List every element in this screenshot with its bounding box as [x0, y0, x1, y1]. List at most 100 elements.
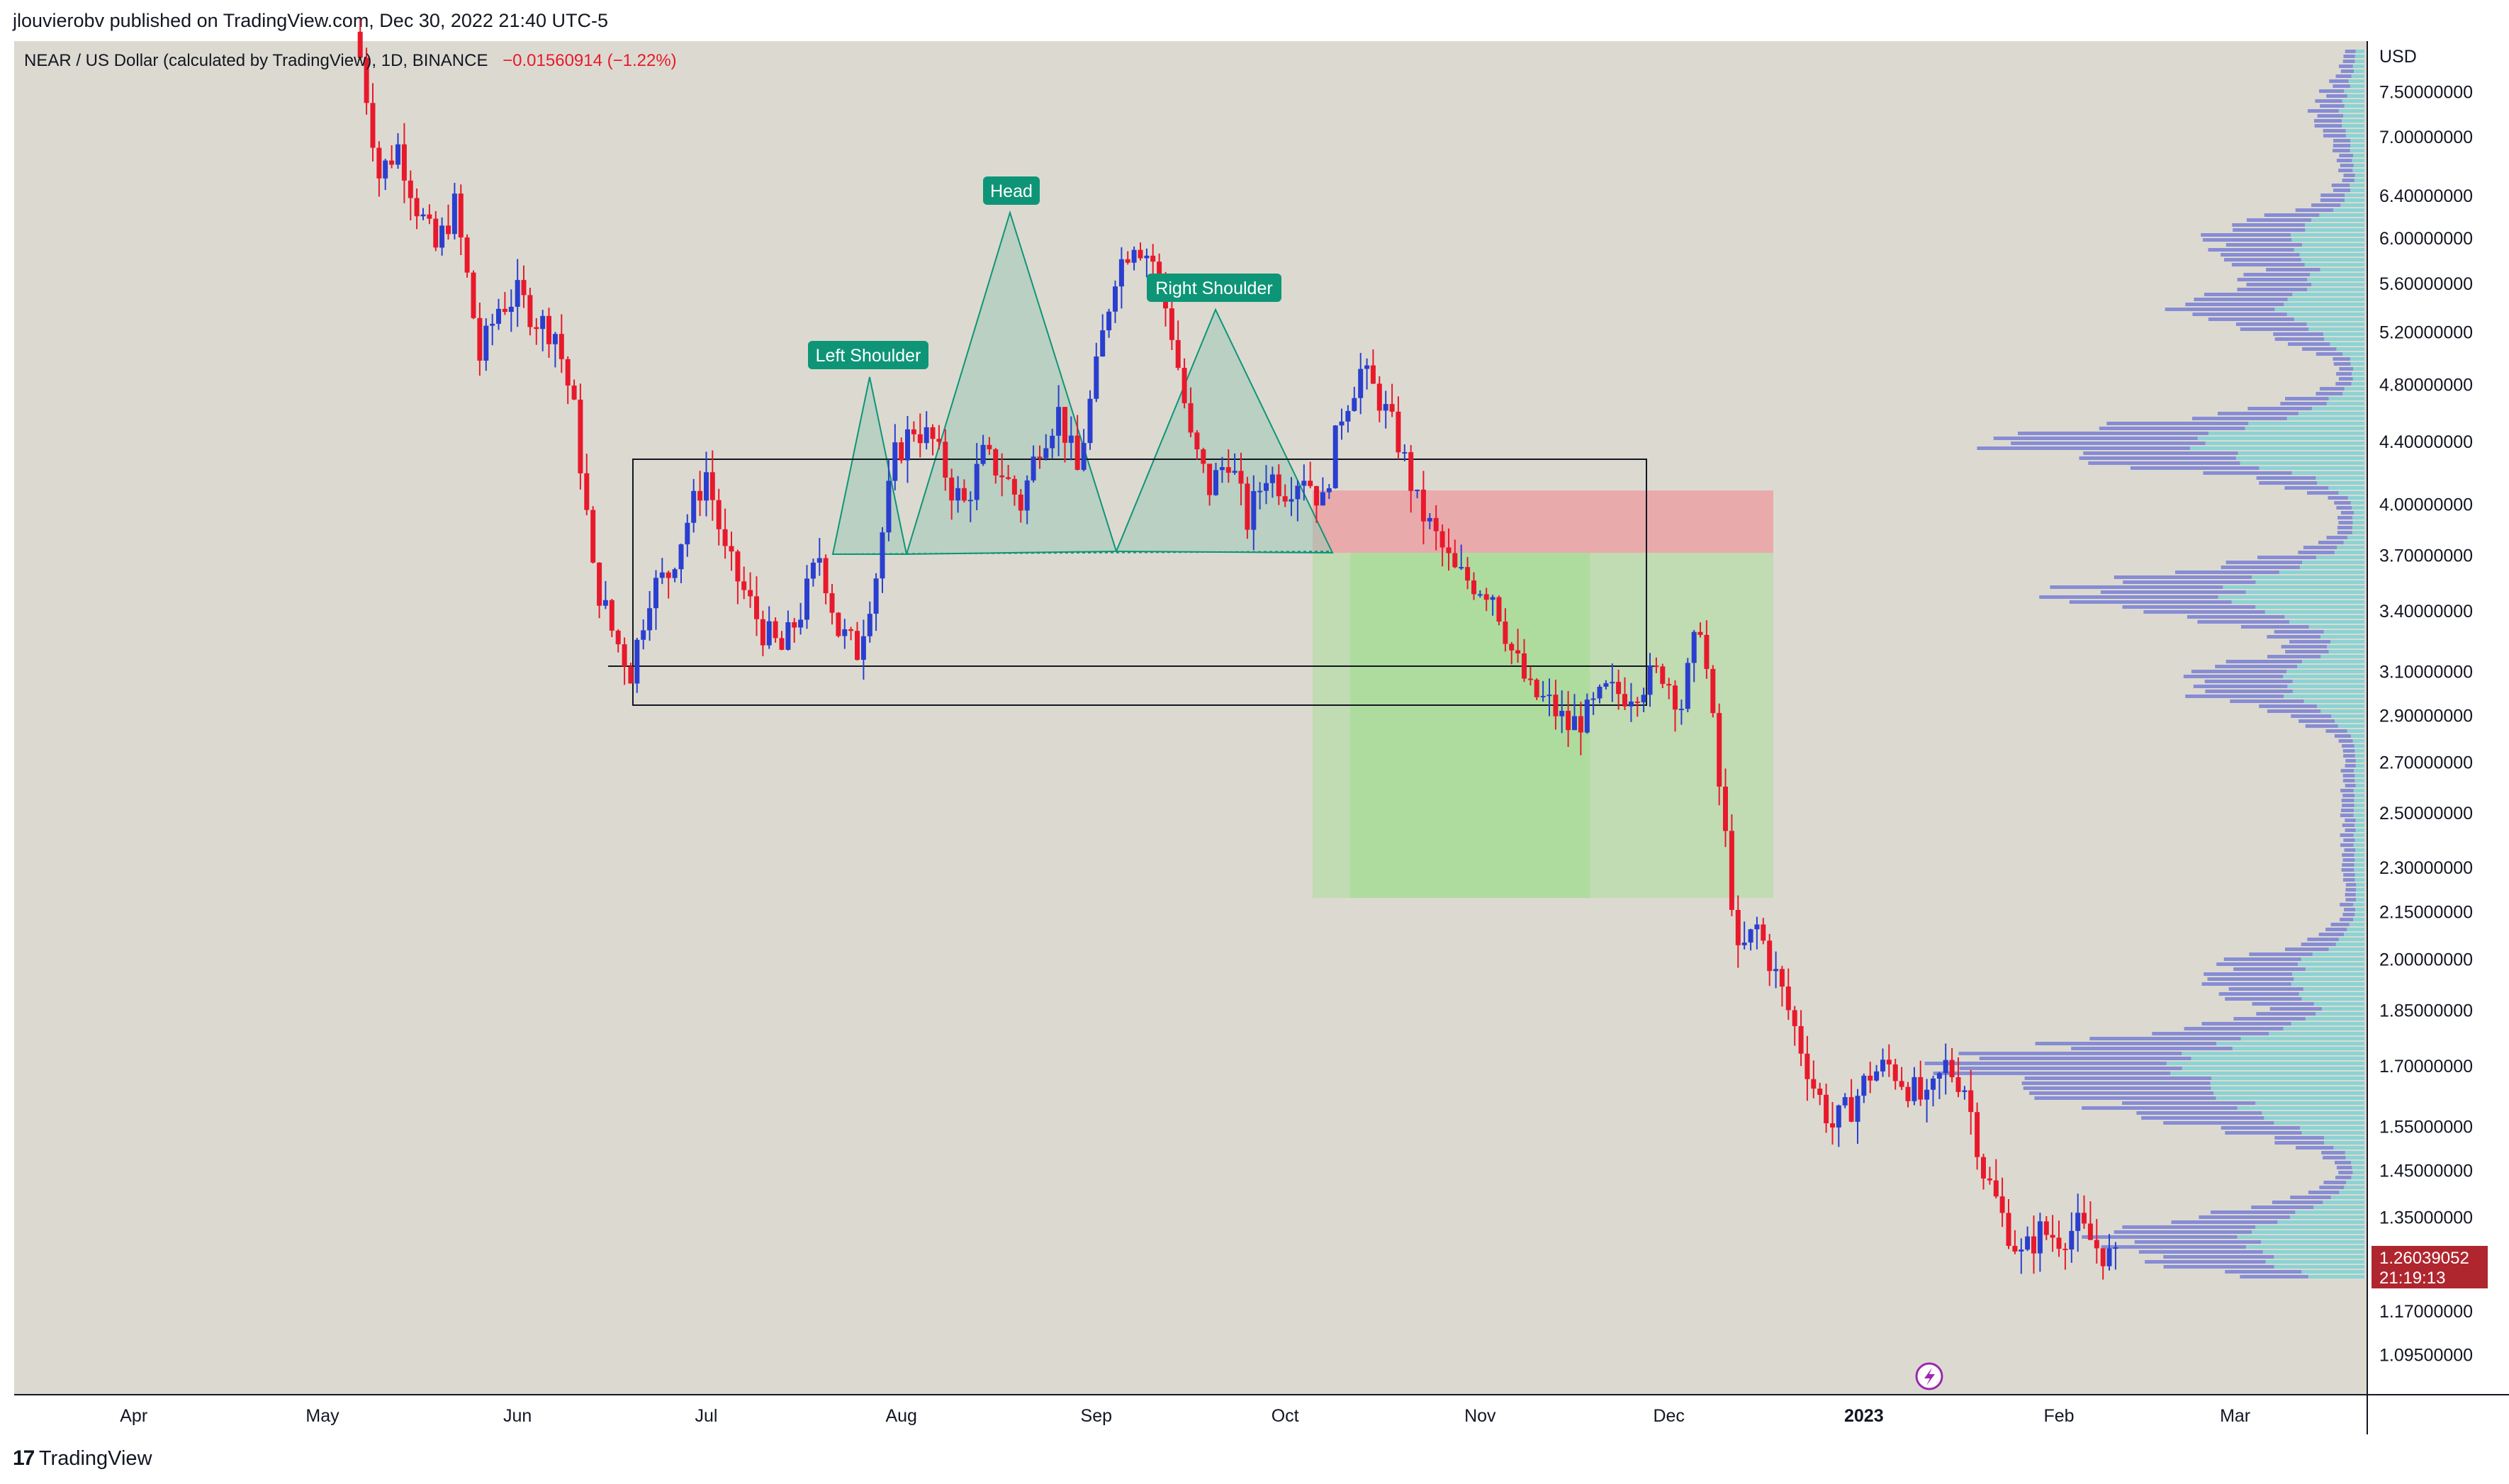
price-tick-label: 2.15000000 [2379, 902, 2473, 922]
volume-profile-bar [2305, 967, 2364, 971]
candle [1874, 1064, 1880, 1082]
candle [1880, 1048, 1885, 1077]
candle [1282, 484, 1288, 507]
volume-profile-bar [2355, 908, 2364, 911]
volume-profile-bar [2353, 833, 2364, 837]
candle [439, 217, 445, 256]
volume-profile-bar [2089, 1037, 2241, 1040]
volume-profile-bar [2330, 342, 2364, 346]
candle [2113, 1242, 2118, 1270]
candle-body [1874, 1071, 1880, 1081]
volume-profile-bar [2301, 1270, 2364, 1274]
candle [609, 599, 614, 637]
head-triangle[interactable] [905, 210, 1118, 556]
volume-profile-bar [1933, 1072, 2171, 1075]
candle-body [867, 614, 872, 636]
candle [1590, 692, 1596, 715]
head-label[interactable]: Head [983, 176, 1040, 205]
chart-legend[interactable]: NEAR / US Dollar (calculated by TradingV… [24, 51, 677, 70]
volume-profile-bar [2351, 734, 2364, 738]
candle [917, 413, 923, 458]
candle-body [1572, 716, 1577, 731]
candle-body [2094, 1240, 2099, 1249]
price-axis-panel[interactable] [2367, 41, 2509, 1395]
candle [1641, 687, 1646, 712]
right-shoulder-label[interactable]: Right Shoulder [1147, 274, 1281, 302]
volume-profile-bar [2336, 347, 2364, 351]
candle-body [2113, 1247, 2118, 1249]
volume-profile-bar [2338, 938, 2364, 941]
stop-loss-zone[interactable] [1313, 490, 1773, 553]
candle-body [1628, 701, 1634, 707]
volume-profile-bar [2256, 476, 2316, 480]
volume-profile-bar [2342, 794, 2355, 797]
volume-profile-bar [2233, 967, 2306, 971]
candle-body [1276, 474, 1281, 497]
volume-profile-bar [2335, 943, 2364, 946]
volume-profile-bar [2342, 823, 2354, 827]
volume-profile-bar [2340, 511, 2354, 515]
candle-body [496, 308, 501, 324]
volume-profile-bar [2165, 308, 2275, 311]
left-shoulder-label[interactable]: Left Shoulder [808, 341, 928, 369]
range-box[interactable] [632, 459, 1647, 706]
candle-body [1169, 308, 1174, 340]
volume-profile-bar [2351, 1176, 2364, 1179]
volume-profile-bar [2340, 843, 2354, 847]
candle [1087, 390, 1093, 450]
volume-profile-bar [2340, 814, 2354, 817]
volume-profile-bar [2289, 1215, 2364, 1219]
candle [980, 434, 986, 466]
chart-plot-area[interactable] [14, 41, 2367, 1395]
candle [987, 437, 992, 455]
candle [1339, 408, 1345, 440]
current-price-tag[interactable]: 1.26039052 21:19:13 [2372, 1246, 2488, 1288]
candle [1987, 1167, 1992, 1185]
volume-profile-bar [2345, 883, 2357, 887]
candle [1446, 528, 1452, 571]
neckline[interactable] [832, 551, 1333, 555]
volume-profile-bar [2295, 208, 2334, 212]
candle-body [1471, 580, 1476, 595]
volume-profile-bar [2301, 957, 2364, 961]
candle-body [515, 280, 520, 307]
candle-body [810, 562, 816, 579]
tradingview-logo[interactable]: 17 TradingView [13, 1446, 152, 1471]
candle [1779, 965, 1785, 1007]
candle-body [1314, 485, 1319, 506]
candle-body [1761, 924, 1766, 941]
lightning-icon[interactable] [1915, 1362, 1943, 1390]
volume-profile-bar [2315, 99, 2342, 103]
candle-body [993, 449, 999, 476]
candle [1037, 445, 1043, 469]
candle-body [1225, 467, 1231, 473]
bar-countdown: 21:19:13 [2379, 1269, 2445, 1288]
candle-body [1037, 456, 1043, 459]
candle [1056, 385, 1062, 456]
volume-profile-bar [2345, 50, 2356, 53]
volume-profile-bar [2342, 779, 2355, 782]
candle-body [1673, 685, 1678, 710]
volume-profile-bar [2353, 843, 2364, 847]
candle [1389, 383, 1395, 417]
candle-body [1527, 678, 1533, 680]
volume-profile-bar [2305, 1017, 2364, 1021]
volume-profile-bar [2340, 903, 2354, 906]
volume-profile-bar [2335, 719, 2364, 723]
candle-body [1138, 249, 1143, 259]
candle [867, 601, 872, 643]
time-axis-panel[interactable] [14, 1395, 2509, 1434]
volume-profile-bar [2345, 898, 2357, 901]
volume-profile-bar [2352, 506, 2364, 510]
volume-profile-bar [2339, 1191, 2364, 1194]
candle-body [1257, 490, 1263, 493]
candle-body [1100, 330, 1106, 356]
volume-profile-bar [2245, 1245, 2364, 1249]
volume-profile-bar [2143, 610, 2265, 614]
volume-profile-bar [2331, 184, 2350, 187]
volume-profile-bar [2237, 1235, 2364, 1239]
volume-profile-bar [2341, 809, 2354, 812]
candle-body [666, 572, 671, 578]
candle-body [376, 147, 382, 179]
